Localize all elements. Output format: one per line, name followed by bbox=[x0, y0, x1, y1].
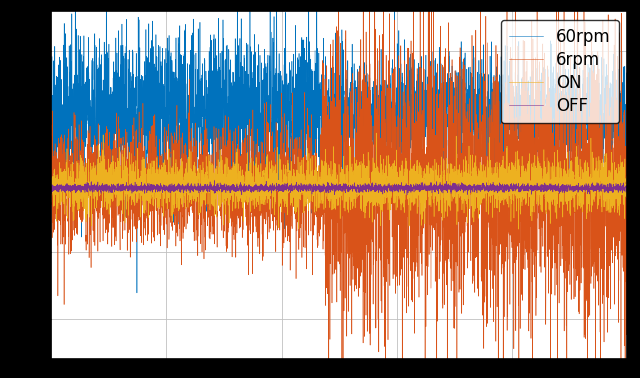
ON bbox=[521, 171, 529, 176]
ON bbox=[422, 179, 429, 183]
OFF bbox=[211, 178, 218, 183]
60rpm bbox=[422, 111, 430, 116]
60rpm bbox=[623, 134, 631, 138]
ON bbox=[268, 185, 275, 190]
OFF bbox=[403, 193, 411, 197]
Legend: 60rpm, 6rpm, ON, OFF: 60rpm, 6rpm, ON, OFF bbox=[501, 20, 619, 123]
OFF bbox=[422, 185, 430, 190]
60rpm bbox=[268, 90, 275, 94]
ON bbox=[152, 194, 159, 198]
OFF bbox=[152, 185, 159, 189]
OFF bbox=[623, 186, 631, 191]
Line: 60rpm: 60rpm bbox=[51, 0, 627, 293]
60rpm bbox=[133, 291, 141, 295]
ON bbox=[393, 178, 401, 182]
OFF bbox=[268, 185, 275, 190]
Line: 6rpm: 6rpm bbox=[51, 0, 627, 378]
6rpm bbox=[477, 119, 485, 124]
6rpm bbox=[623, 166, 631, 170]
60rpm bbox=[47, 95, 55, 99]
OFF bbox=[47, 184, 55, 189]
ON bbox=[372, 131, 380, 135]
OFF bbox=[477, 188, 485, 192]
6rpm bbox=[152, 177, 159, 181]
Line: OFF: OFF bbox=[51, 180, 627, 195]
6rpm bbox=[268, 134, 275, 139]
ON bbox=[477, 201, 485, 205]
60rpm bbox=[521, 80, 529, 84]
OFF bbox=[521, 184, 529, 189]
6rpm bbox=[47, 122, 55, 127]
ON bbox=[47, 191, 55, 195]
ON bbox=[515, 227, 522, 231]
6rpm bbox=[422, 234, 429, 238]
60rpm bbox=[152, 33, 160, 37]
Line: ON: ON bbox=[51, 133, 627, 229]
OFF bbox=[393, 184, 401, 189]
6rpm bbox=[393, 208, 401, 212]
60rpm bbox=[393, 95, 401, 100]
60rpm bbox=[477, 90, 485, 95]
ON bbox=[623, 182, 631, 186]
6rpm bbox=[521, 124, 529, 129]
